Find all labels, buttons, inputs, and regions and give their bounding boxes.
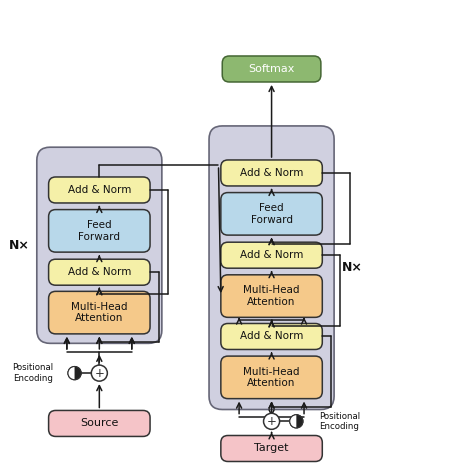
Text: Feed
Forward: Feed Forward — [78, 220, 120, 242]
Text: Source: Source — [80, 419, 118, 428]
Text: Softmax: Softmax — [248, 64, 295, 74]
FancyBboxPatch shape — [221, 192, 322, 235]
FancyBboxPatch shape — [221, 275, 322, 318]
Text: Feed
Forward: Feed Forward — [251, 203, 292, 225]
FancyBboxPatch shape — [221, 436, 322, 462]
FancyBboxPatch shape — [221, 160, 322, 186]
FancyBboxPatch shape — [221, 356, 322, 399]
Text: +: + — [94, 366, 104, 380]
FancyBboxPatch shape — [49, 210, 150, 252]
Text: Add & Norm: Add & Norm — [68, 267, 131, 277]
Text: Add & Norm: Add & Norm — [68, 185, 131, 195]
FancyBboxPatch shape — [222, 56, 321, 82]
Text: Multi-Head
Attention: Multi-Head Attention — [71, 302, 128, 323]
Circle shape — [290, 415, 303, 428]
Text: Add & Norm: Add & Norm — [240, 168, 303, 178]
Wedge shape — [68, 366, 74, 380]
Text: Add & Norm: Add & Norm — [240, 331, 303, 341]
FancyBboxPatch shape — [221, 323, 322, 349]
FancyBboxPatch shape — [209, 126, 334, 410]
Circle shape — [91, 365, 107, 381]
Text: +: + — [267, 415, 276, 428]
FancyBboxPatch shape — [49, 292, 150, 334]
Text: Target: Target — [255, 444, 289, 454]
Text: N×: N× — [342, 261, 363, 274]
FancyBboxPatch shape — [221, 242, 322, 268]
FancyBboxPatch shape — [49, 410, 150, 437]
FancyBboxPatch shape — [49, 259, 150, 285]
Text: N×: N× — [9, 239, 29, 252]
Wedge shape — [290, 415, 296, 428]
FancyBboxPatch shape — [49, 177, 150, 203]
Text: Multi-Head
Attention: Multi-Head Attention — [243, 285, 300, 307]
Text: Positional
Encoding: Positional Encoding — [319, 411, 360, 431]
FancyBboxPatch shape — [37, 147, 162, 343]
Text: Multi-Head
Attention: Multi-Head Attention — [243, 366, 300, 388]
Text: Add & Norm: Add & Norm — [240, 250, 303, 260]
Text: Positional
Encoding: Positional Encoding — [12, 364, 53, 383]
Circle shape — [264, 413, 280, 429]
Circle shape — [68, 366, 81, 380]
